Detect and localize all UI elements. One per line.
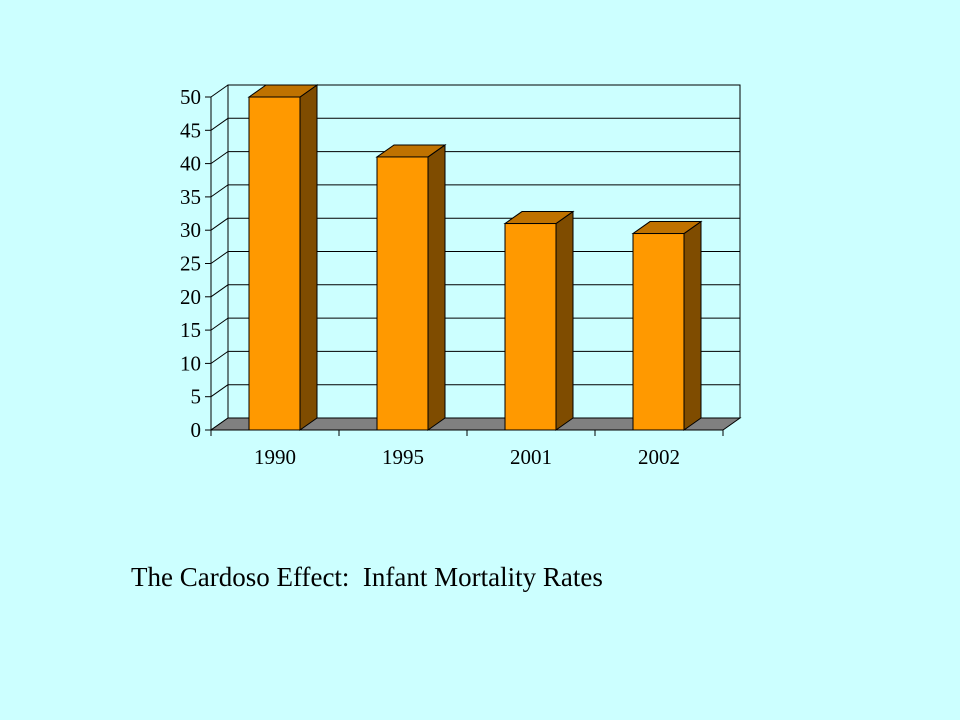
y-tick-label: 45 [180, 118, 201, 142]
y-tick-label: 40 [180, 152, 201, 176]
gridline-side [210, 84, 229, 98]
gridline-side [210, 317, 229, 331]
bar-front [504, 223, 557, 431]
y-tick-label: 35 [180, 185, 201, 209]
bar-side [427, 143, 446, 431]
bar-2001 [503, 210, 575, 431]
bar-front [248, 96, 301, 431]
gridline-side [210, 384, 229, 398]
bar-2002 [631, 220, 703, 431]
bar-1995 [375, 143, 447, 431]
bars [247, 84, 703, 431]
x-tick-label: 1990 [254, 445, 296, 469]
gridline-side [210, 117, 229, 131]
x-tick-label: 1995 [382, 445, 424, 469]
bar-front [376, 156, 429, 431]
y-tick-label: 50 [180, 85, 201, 109]
gridline-side [210, 284, 229, 298]
x-tick-labels: 1990 1995 2001 2002 [254, 445, 680, 469]
bar-1990 [247, 84, 319, 431]
bar-side [299, 84, 318, 431]
x-tick-label: 2001 [510, 445, 552, 469]
gridline-side [210, 350, 229, 364]
gridline-side [210, 251, 229, 264]
y-tick-label: 5 [191, 385, 202, 409]
y-tick-label: 10 [180, 351, 201, 375]
gridline-side [210, 151, 229, 165]
y-tick-label: 0 [191, 418, 202, 442]
y-tick-labels: 0 5 10 15 20 25 30 35 40 45 50 [180, 85, 201, 442]
bar-side [683, 220, 702, 431]
y-tick-label: 25 [180, 252, 201, 276]
bar-front [632, 233, 685, 431]
y-tick-label: 20 [180, 285, 201, 309]
gridline-side [210, 217, 229, 231]
x-tick-label: 2002 [638, 445, 680, 469]
y-tick-label: 15 [180, 318, 201, 342]
chart-caption: The Cardoso Effect: Infant Mortality Rat… [131, 562, 603, 592]
bar-side [555, 210, 574, 431]
gridline-side [210, 184, 229, 198]
y-tick-label: 30 [180, 218, 201, 242]
